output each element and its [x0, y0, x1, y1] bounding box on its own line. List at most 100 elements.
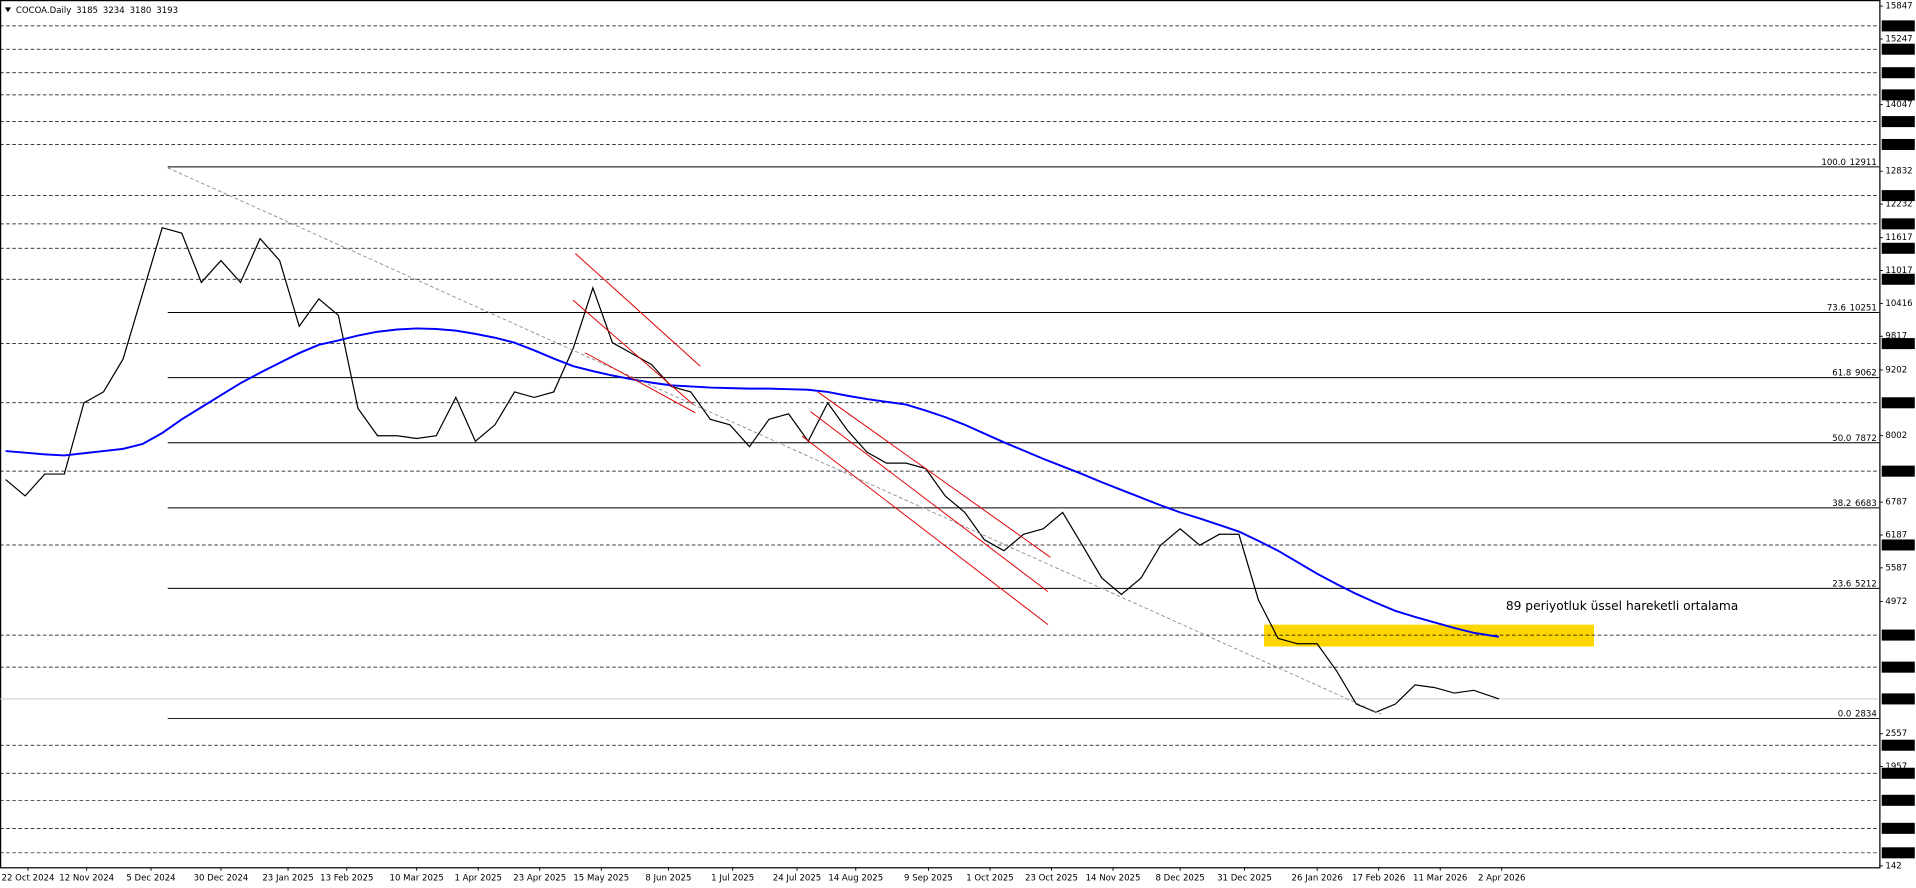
x-tick-label: 24 Jul 2025: [773, 874, 821, 884]
x-tick-label: 23 Oct 2025: [1025, 874, 1078, 884]
y-tick-label: 5587: [1885, 563, 1907, 573]
fib-ratio: 38.2: [1832, 498, 1851, 508]
fib-price: 12911: [1850, 157, 1877, 167]
price-label-box: [1881, 693, 1915, 705]
level-label: 14226: [1884, 90, 1911, 100]
chart-header-text: COCOA.Daily 3185 3234 3180 3193: [16, 5, 178, 15]
fib-ratio: 0.0: [1838, 709, 1852, 719]
x-tick-label: 15 May 2025: [573, 874, 629, 884]
x-tick-label: 26 Jan 2026: [1292, 874, 1343, 884]
level-label-box: [1881, 242, 1915, 254]
x-tick-label: 5 Dec 2024: [126, 874, 175, 884]
y-tick-label: 6187: [1885, 530, 1907, 540]
level-label-box: [1881, 822, 1915, 834]
level-label: 11870: [1884, 219, 1911, 229]
x-tick-label: 14 Aug 2025: [828, 874, 883, 884]
level-label: 15486: [1884, 21, 1911, 31]
zone: [1264, 624, 1595, 647]
channel-line: [584, 352, 696, 414]
channel-line: [575, 253, 701, 367]
level-label: 13738: [1884, 117, 1911, 127]
plot-layers: [0, 25, 1880, 854]
y-tick-label: 15247: [1885, 34, 1912, 44]
level-label-box: [1881, 739, 1915, 751]
price-line-series: [5, 226, 1500, 713]
level-label-box: [1881, 629, 1915, 641]
ohlc-value: 3180: [130, 5, 152, 15]
channel-line: [817, 391, 1051, 558]
y-tick-label: 10416: [1885, 299, 1912, 309]
level-label: 15060: [1884, 45, 1911, 55]
level-label-box: [1881, 847, 1915, 859]
y-tick-label: 4972: [1885, 597, 1907, 607]
level-label: 14631: [1884, 68, 1911, 78]
level-label: 13320: [1884, 140, 1911, 150]
x-tick-label: 14 Nov 2025: [1086, 874, 1141, 884]
x-tick-label: 23 Jan 2025: [262, 874, 313, 884]
x-tick-label: 9 Sep 2025: [904, 874, 953, 884]
level-label-box: [1881, 397, 1915, 409]
y-tick-label: 142: [1885, 861, 1901, 871]
level-label-box: [1881, 116, 1915, 128]
fib-price: 10251: [1850, 303, 1877, 313]
y-tick-label: 11617: [1885, 233, 1912, 243]
menu-arrow: [4, 7, 12, 13]
level-label-box: [1881, 661, 1915, 673]
level-label-box: [1881, 43, 1915, 55]
y-tick-label: 12832: [1885, 167, 1912, 177]
fib-price: 6683: [1855, 498, 1877, 508]
level-label: 3773: [1884, 663, 1906, 673]
y-tick-label: 2557: [1885, 729, 1907, 739]
y-tick-label: 12232: [1885, 200, 1912, 210]
y-tick-label: 15847: [1885, 2, 1912, 12]
channel-line: [572, 299, 694, 405]
trend-line: [167, 167, 1382, 715]
ema-line: [5, 327, 1500, 638]
level-label-box: [1881, 218, 1915, 230]
level-label-box: [1881, 67, 1915, 79]
x-tick-label: 1 Oct 2025: [966, 874, 1013, 884]
y-tick-label: 1957: [1885, 762, 1907, 772]
level-label-box: [1881, 767, 1915, 779]
level-label: 9683: [1884, 339, 1906, 349]
level-label: 2347: [1884, 741, 1906, 751]
y-tick-label: 14047: [1885, 100, 1912, 110]
ohlc-value: 3185: [76, 5, 98, 15]
level-label: 382: [1884, 848, 1900, 858]
y-tick-label: 9817: [1885, 332, 1907, 342]
x-tick-label: 22 Oct 2024: [2, 874, 55, 884]
level-label: 8602: [1884, 398, 1906, 408]
level-label-box: [1881, 794, 1915, 806]
channel-line: [801, 435, 1049, 626]
fib-price: 9062: [1855, 368, 1877, 378]
fib-label: 73.6 10251: [1827, 303, 1877, 313]
x-tick-label: 12 Nov 2024: [59, 874, 114, 884]
x-tick-label: 11 Mar 2026: [1413, 874, 1467, 884]
fib-label: 61.8 9062: [1832, 368, 1877, 378]
x-tick-label: 2 Apr 2026: [1478, 874, 1525, 884]
x-tick-label: 30 Dec 2024: [194, 874, 249, 884]
level-label-box: [1881, 465, 1915, 477]
channel: [572, 253, 1051, 626]
symbol: COCOA.Daily: [16, 5, 71, 15]
fib-ratio: 73.6: [1827, 303, 1846, 313]
ohlc-value: 3234: [103, 5, 125, 15]
level-label: 4359: [1884, 631, 1906, 641]
plot-frame: [0, 0, 1881, 869]
fib-ratio: 23.6: [1832, 579, 1851, 589]
level-label-box: [1881, 89, 1915, 101]
level-label-box: [1881, 539, 1915, 551]
level-label: 6005: [1884, 540, 1906, 550]
level-label: 11424: [1884, 244, 1911, 254]
x-tick-label: 17 Feb 2026: [1352, 874, 1405, 884]
fib-price: 7872: [1855, 433, 1877, 443]
level-label: 1341: [1884, 796, 1906, 806]
level-label-box: [1881, 338, 1915, 350]
fib-ratio: 61.8: [1832, 368, 1851, 378]
x-tick-label: 10 Mar 2025: [390, 874, 444, 884]
fib-ratio: 50.0: [1832, 433, 1851, 443]
channel-line: [810, 411, 1049, 592]
level-label: 1835: [1884, 769, 1906, 779]
